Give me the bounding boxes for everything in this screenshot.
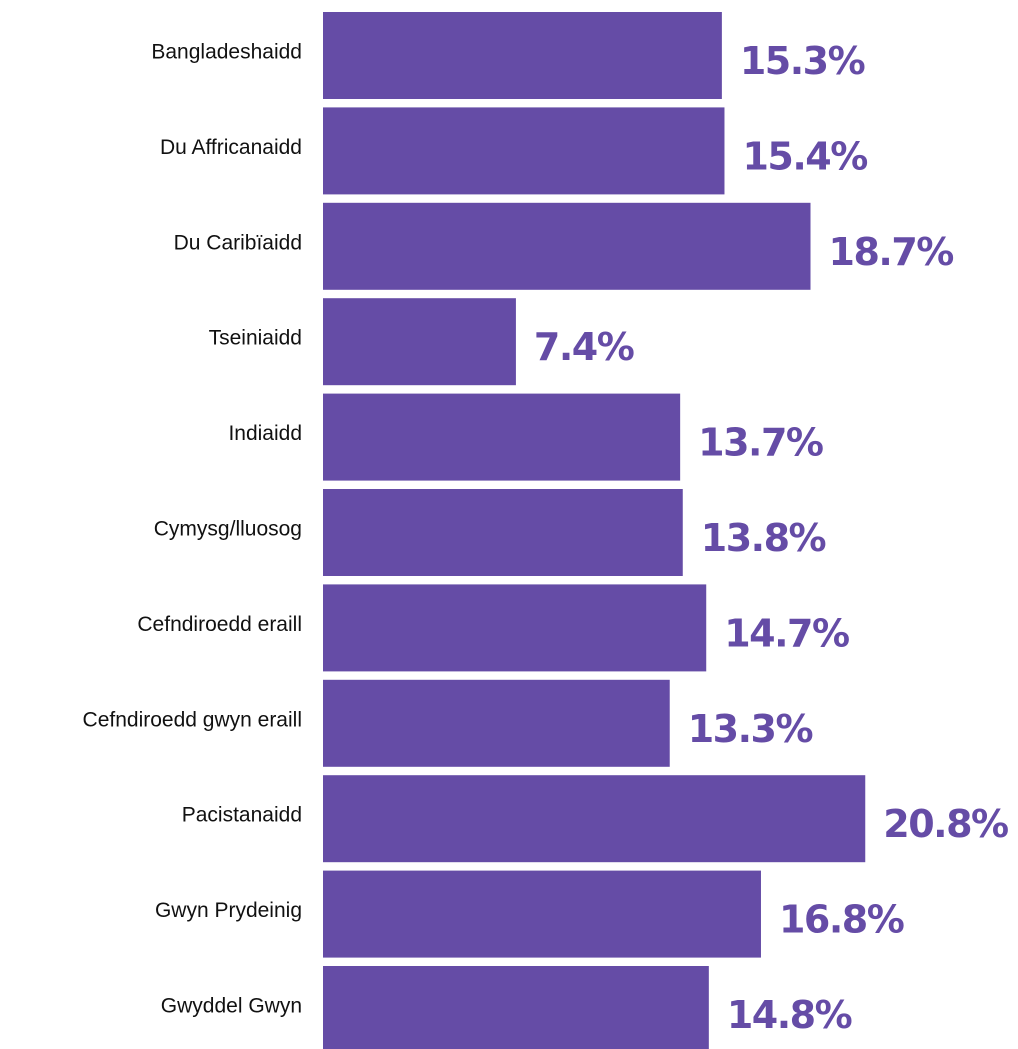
value-label: 15.3% — [740, 39, 865, 83]
value-label: 13.8% — [701, 516, 826, 560]
value-label: 13.7% — [698, 421, 823, 465]
bar — [323, 298, 516, 386]
bar — [323, 393, 681, 481]
value-label: 14.7% — [724, 611, 849, 655]
bar — [323, 679, 670, 767]
category-label: Tseiniaidd — [209, 327, 302, 350]
value-label: 13.3% — [688, 707, 813, 751]
category-label: Indiaidd — [228, 422, 302, 445]
value-label: 15.4% — [742, 134, 867, 178]
value-label: 16.8% — [779, 898, 904, 942]
bar — [323, 12, 722, 99]
category-label: Cymysg/lluosog — [154, 518, 302, 541]
bar — [323, 870, 761, 958]
bar — [323, 107, 725, 195]
value-label: 18.7% — [829, 230, 954, 274]
category-label: Cefndiroedd eraill — [137, 613, 302, 636]
value-label: 20.8% — [883, 802, 1008, 846]
bar — [323, 489, 683, 576]
category-label: Pacistanaidd — [182, 804, 302, 827]
bar — [323, 775, 866, 863]
category-label: Bangladeshaidd — [151, 41, 302, 64]
bar — [323, 202, 811, 290]
bar — [323, 584, 707, 672]
category-label: Cefndiroedd gwyn eraill — [83, 708, 302, 731]
value-label: 14.8% — [727, 993, 852, 1037]
value-label: 7.4% — [534, 325, 634, 369]
category-label: Gwyn Prydeinig — [155, 899, 302, 922]
category-label: Gwyddel Gwyn — [161, 995, 302, 1018]
bar — [323, 966, 709, 1049]
category-label: Du Caribïaidd — [174, 231, 302, 254]
category-label: Du Affricanaidd — [160, 136, 302, 159]
